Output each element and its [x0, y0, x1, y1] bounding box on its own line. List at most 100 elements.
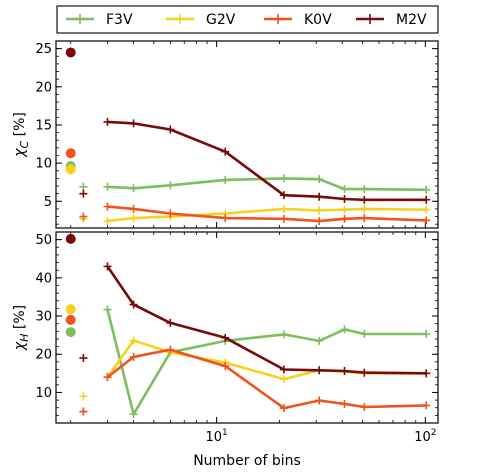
data-point-M2V — [340, 367, 349, 376]
legend-label-F3V: F3V — [106, 12, 133, 28]
data-point-K0V — [129, 204, 138, 213]
y-axis-title: χH [%] — [12, 305, 31, 351]
data-point-K0V — [422, 401, 431, 410]
y-tick-label: 20 — [35, 80, 52, 95]
series-line-M2V — [106, 265, 427, 375]
data-point-F3V — [129, 184, 138, 193]
panel-bottom: 10 20 30 40 50 χH [%] 101 102 Number of bins — [12, 231, 439, 469]
data-point-M2V — [129, 300, 138, 309]
single-bin-marker-M2V — [65, 47, 76, 58]
plot-frame — [55, 40, 439, 229]
data-point-K0V — [221, 214, 230, 223]
data-point-G2V — [279, 204, 288, 213]
data-point-M2V — [103, 117, 112, 126]
y-tick-label: 40 — [35, 271, 52, 286]
x-tick-label: 101 — [205, 428, 227, 445]
y-tick-label: 15 — [35, 118, 52, 133]
y-tick-label: 5 — [44, 195, 52, 210]
legend-label-G2V: G2V — [206, 12, 236, 28]
two-bin-marker-G2V — [79, 392, 88, 401]
single-bin-marker-K0V — [65, 148, 76, 159]
y-tick-label: 10 — [35, 157, 52, 172]
single-bin-marker-G2V — [65, 304, 76, 315]
data-point-F3V — [279, 174, 288, 183]
y-tick-label: 30 — [35, 310, 52, 325]
data-point-G2V — [340, 205, 349, 214]
data-point-M2V — [221, 333, 230, 342]
data-point-K0V — [166, 209, 175, 218]
data-point-K0V — [279, 214, 288, 223]
data-point-G2V — [315, 206, 324, 215]
data-point-G2V — [279, 375, 288, 384]
single-bin-marker-M2V — [65, 233, 76, 244]
data-point-F3V — [422, 329, 431, 338]
data-point-K0V — [103, 373, 112, 382]
data-point-G2V — [129, 214, 138, 223]
two-bin-marker-F3V — [79, 182, 88, 191]
single-bin-marker-G2V — [65, 164, 76, 175]
data-point-K0V — [340, 399, 349, 408]
two-bin-marker-K0V — [79, 212, 88, 221]
legend-marker-M2V — [365, 14, 375, 24]
legend-label-K0V: K0V — [304, 12, 332, 28]
data-point-F3V — [221, 175, 230, 184]
data-point-F3V — [279, 330, 288, 339]
data-point-M2V — [166, 318, 175, 327]
y-axis-title: χC [%] — [12, 112, 31, 158]
two-bin-marker-M2V — [79, 354, 88, 363]
data-point-F3V — [103, 182, 112, 191]
y-tick-label: 50 — [35, 233, 52, 248]
plot-frame — [55, 231, 439, 424]
data-point-M2V — [315, 192, 324, 201]
data-point-K0V — [279, 404, 288, 413]
data-point-K0V — [340, 214, 349, 223]
y-tick-label: 10 — [35, 386, 52, 401]
series-line-F3V — [106, 309, 427, 416]
data-point-K0V — [221, 362, 230, 371]
legend-marker-F3V — [75, 14, 85, 24]
x-axis-title: Number of bins — [193, 453, 301, 469]
data-point-K0V — [166, 345, 175, 354]
data-point-F3V — [360, 185, 369, 194]
data-point-K0V — [360, 402, 369, 411]
data-point-M2V — [422, 195, 431, 204]
data-point-F3V — [340, 185, 349, 194]
data-point-M2V — [221, 147, 230, 156]
data-point-F3V — [340, 325, 349, 334]
data-point-M2V — [360, 368, 369, 377]
data-point-M2V — [279, 191, 288, 200]
data-point-K0V — [315, 396, 324, 405]
data-point-M2V — [360, 195, 369, 204]
data-point-M2V — [103, 262, 112, 271]
data-point-F3V — [315, 175, 324, 184]
single-bin-marker-K0V — [65, 314, 76, 325]
data-point-G2V — [360, 204, 369, 213]
data-point-G2V — [422, 205, 431, 214]
legend: F3V G2V K0V M2V — [56, 5, 439, 34]
two-bin-marker-K0V — [79, 407, 88, 416]
data-point-F3V — [103, 305, 112, 314]
data-point-G2V — [129, 336, 138, 345]
data-point-F3V — [315, 336, 324, 345]
data-point-F3V — [360, 329, 369, 338]
data-point-M2V — [315, 366, 324, 375]
legend-label-M2V: M2V — [396, 12, 427, 28]
data-point-K0V — [315, 217, 324, 226]
data-point-F3V — [129, 410, 138, 419]
data-point-F3V — [422, 185, 431, 194]
data-point-M2V — [422, 369, 431, 378]
y-tick-label: 25 — [35, 42, 52, 57]
two-bin-marker-M2V — [79, 189, 88, 198]
data-point-K0V — [360, 214, 369, 223]
data-point-M2V — [129, 119, 138, 128]
x-tick-label: 102 — [414, 428, 436, 445]
data-point-G2V — [103, 217, 112, 226]
data-point-M2V — [166, 125, 175, 134]
data-point-K0V — [422, 216, 431, 225]
data-point-K0V — [103, 202, 112, 211]
data-point-M2V — [340, 194, 349, 203]
data-point-K0V — [129, 352, 138, 361]
data-point-F3V — [166, 181, 175, 190]
legend-marker-K0V — [273, 14, 283, 24]
